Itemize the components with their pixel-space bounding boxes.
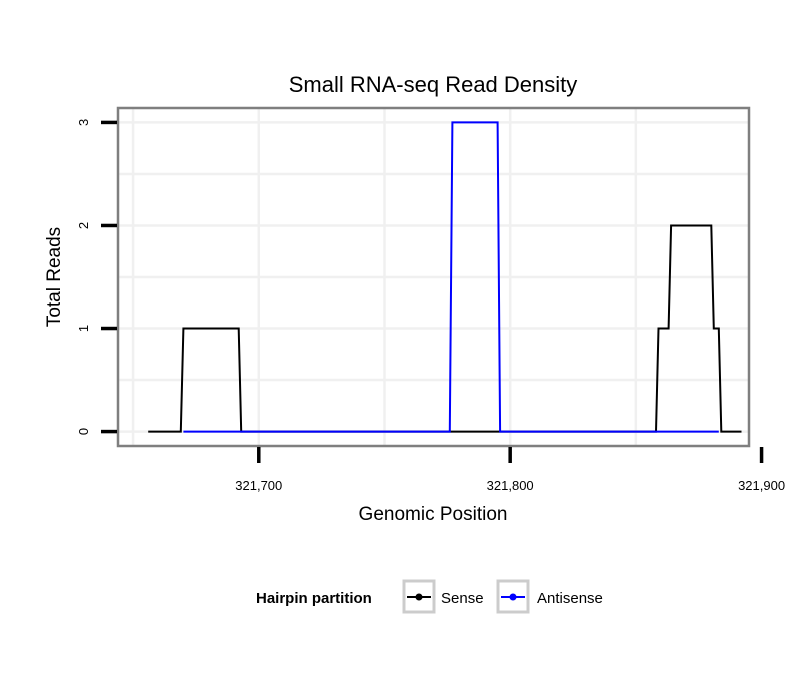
legend-title: Hairpin partition (256, 590, 372, 607)
x-tick-label: 321,800 (487, 478, 534, 493)
x-axis-title: Genomic Position (359, 504, 508, 525)
x-axis: 321,700 321,800 321,900 (235, 447, 785, 493)
legend-item-sense: Sense (402, 579, 484, 614)
y-axis: 0 1 2 3 (76, 119, 117, 435)
legend: Hairpin partition Sense Antisense (256, 579, 603, 614)
legend-point-antisense (509, 593, 517, 601)
y-tick-label: 0 (76, 428, 91, 435)
y-tick-label: 1 (76, 325, 91, 332)
legend-item-antisense: Antisense (496, 579, 603, 614)
legend-label-antisense: Antisense (537, 590, 603, 607)
x-tick-label: 321,700 (235, 478, 282, 493)
chart-title: Small RNA-seq Read Density (289, 72, 578, 97)
legend-label-sense: Sense (441, 590, 484, 607)
y-axis-title: Total Reads (44, 227, 65, 327)
y-tick-label: 3 (76, 119, 91, 126)
series-line-antisense (183, 121, 719, 433)
x-tick-label: 321,900 (738, 478, 785, 493)
legend-point-sense (415, 593, 423, 601)
y-tick-label: 2 (76, 222, 91, 229)
plot-panel-border (116, 106, 751, 448)
series-lines (148, 121, 742, 433)
